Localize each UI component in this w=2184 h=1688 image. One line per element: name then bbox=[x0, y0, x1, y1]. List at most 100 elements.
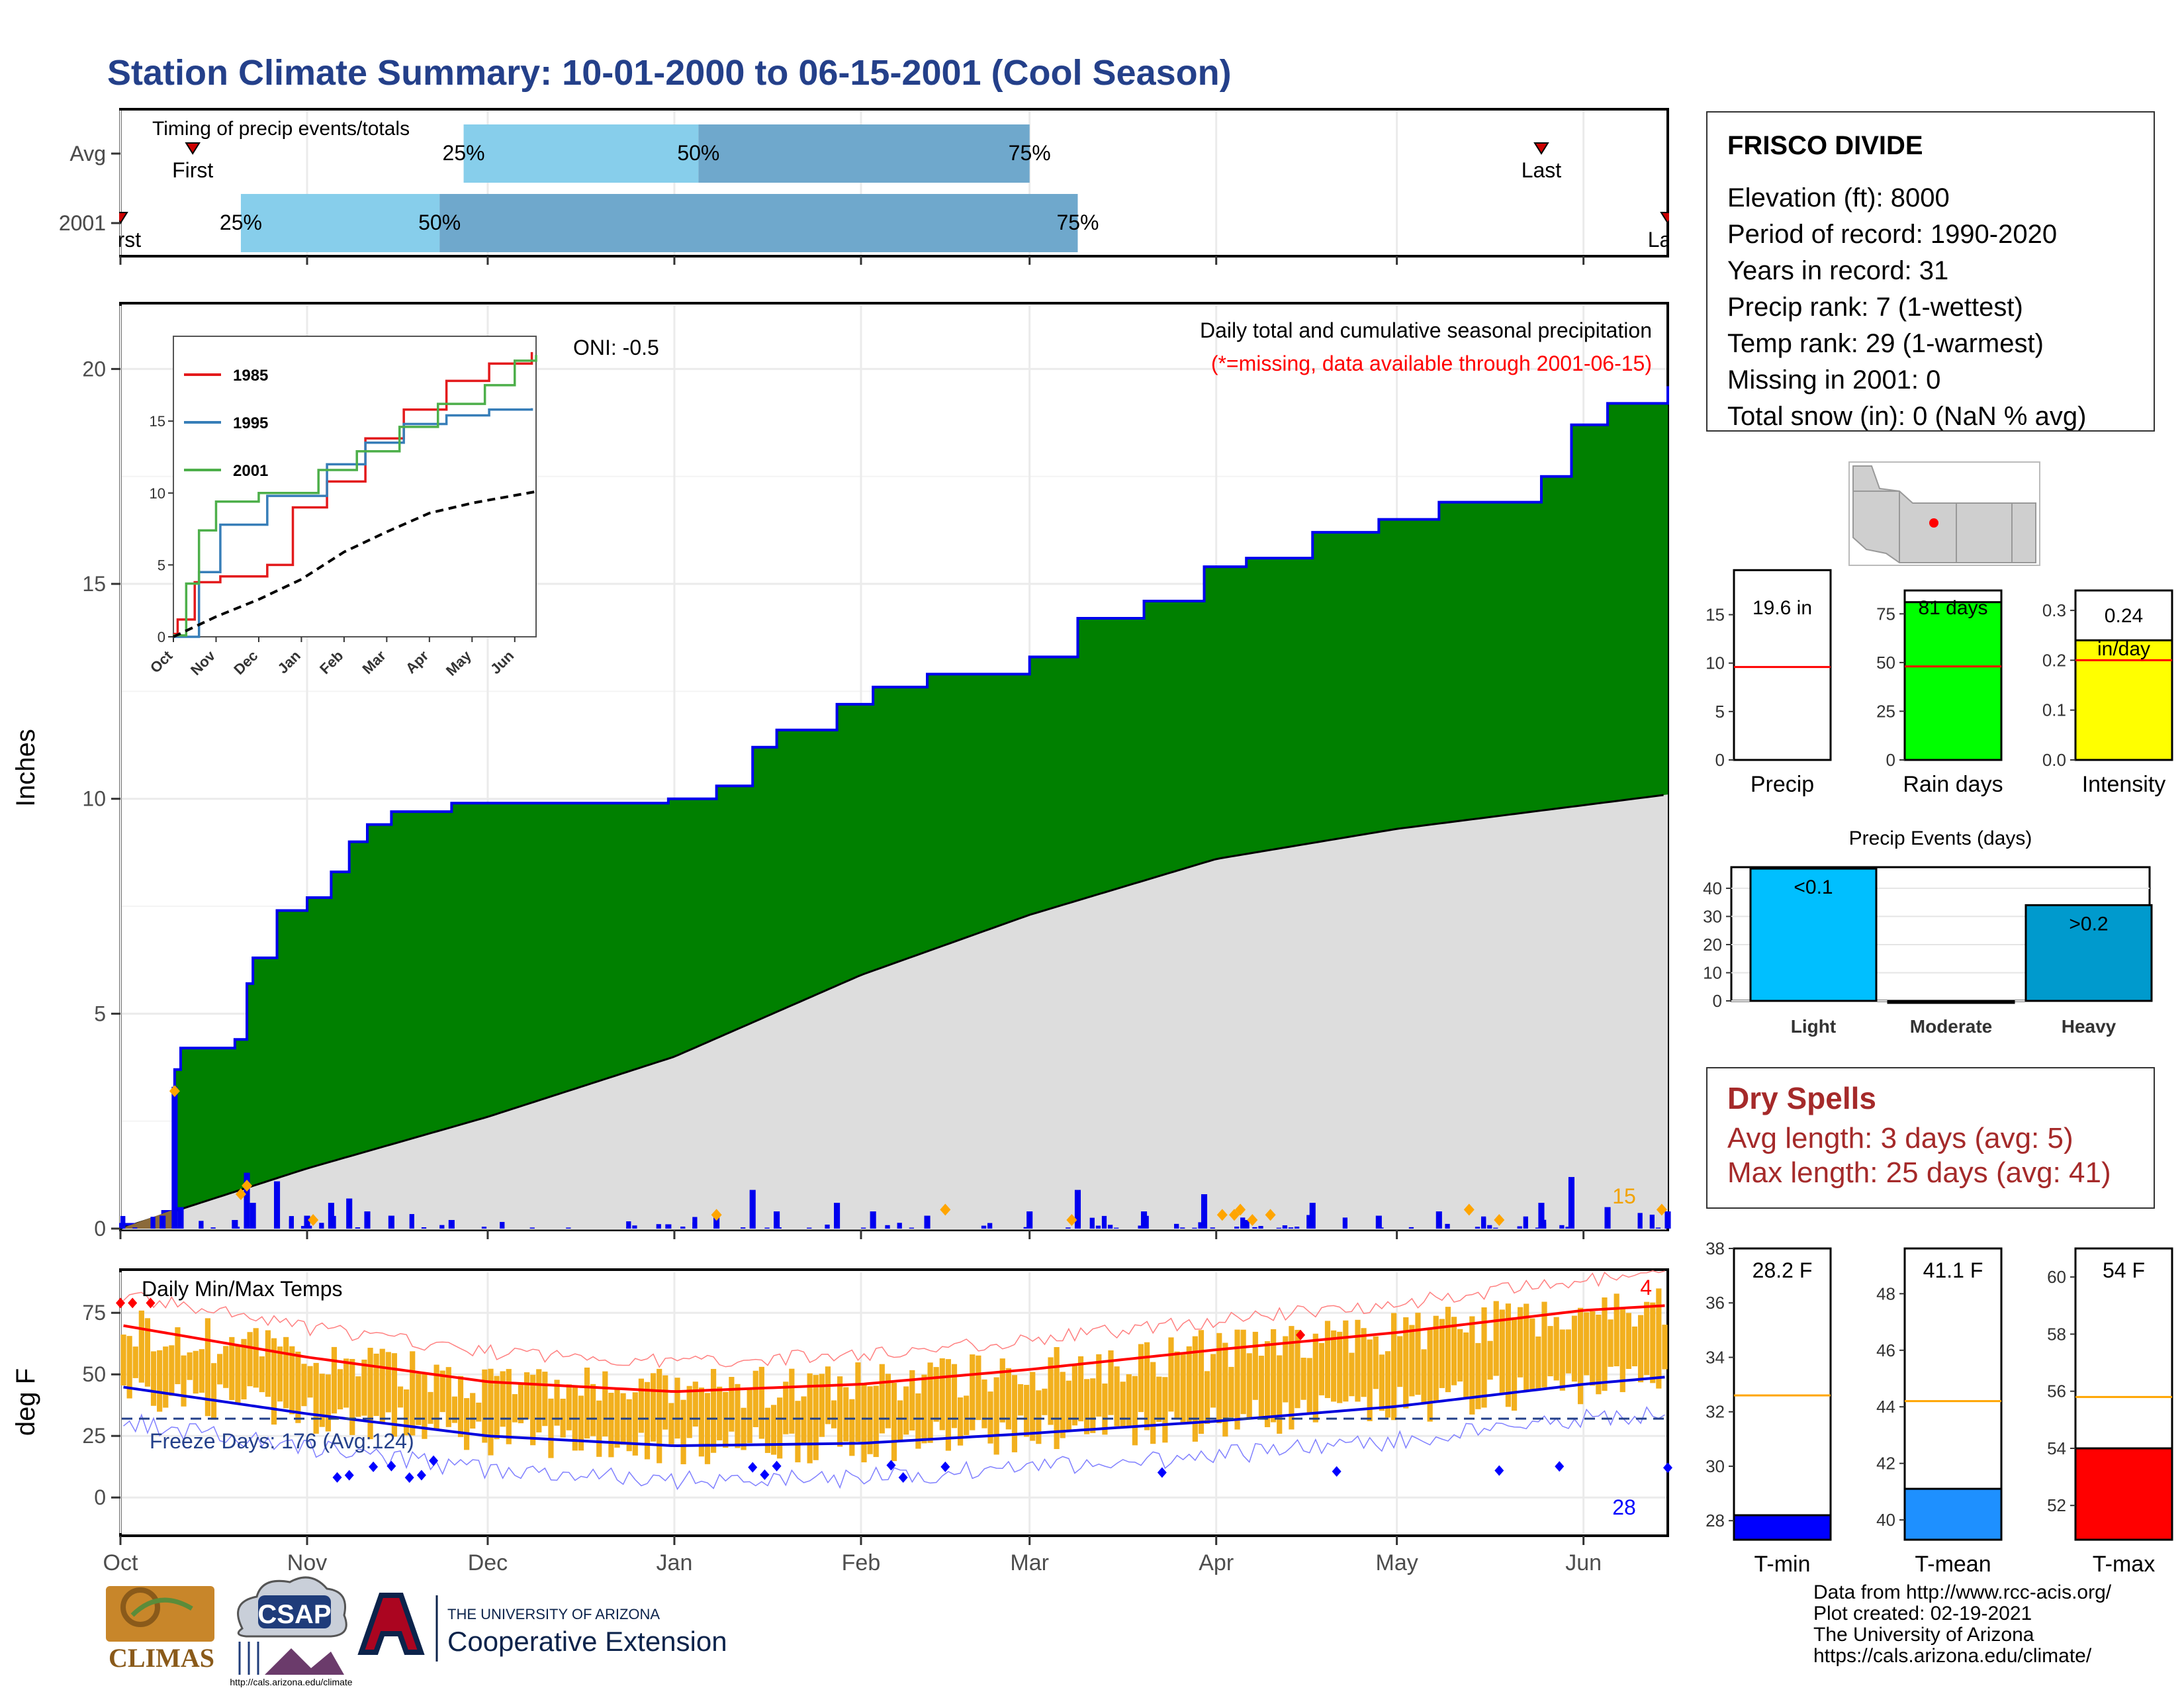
daily-temp-bar bbox=[457, 1376, 464, 1437]
daily-temp-bar bbox=[1518, 1307, 1524, 1378]
summary-value-label: 19.6 in bbox=[1752, 597, 1812, 619]
missing-day-marker bbox=[1265, 1209, 1276, 1221]
summary-y-tick-label: 0 bbox=[1715, 750, 1725, 770]
daily-precip-bar bbox=[1294, 1227, 1300, 1229]
daily-temp-bar bbox=[1162, 1377, 1168, 1443]
daily-temp-bar bbox=[1150, 1362, 1156, 1444]
daily-temp-bar bbox=[1300, 1358, 1306, 1400]
daily-temp-bar bbox=[1331, 1330, 1337, 1402]
station-snow: Total snow (in): 0 (NaN % avg) bbox=[1727, 402, 2087, 431]
daily-temp-bar bbox=[295, 1351, 301, 1423]
temp-summary-category-label: T-max bbox=[2093, 1552, 2155, 1577]
summary-y-tick-label: 25 bbox=[1876, 701, 1895, 721]
daily-temp-bar bbox=[1258, 1356, 1265, 1418]
events-y-tick-label: 10 bbox=[1703, 962, 1722, 982]
month-x-tick-label: Apr bbox=[1199, 1550, 1234, 1575]
cumulative-precip-line bbox=[119, 386, 1669, 1229]
daily-temp-bar bbox=[379, 1348, 385, 1423]
daily-temp-bar bbox=[777, 1397, 783, 1459]
daily-temp-bar bbox=[819, 1374, 825, 1437]
avg-max-temp-line bbox=[123, 1304, 1665, 1393]
daily-temp-bar bbox=[1559, 1329, 1565, 1391]
daily-temp-bar bbox=[909, 1370, 915, 1430]
daily-temp-bar bbox=[1042, 1388, 1048, 1415]
temp-y-tick-label: 75 bbox=[82, 1301, 106, 1325]
record-low-marker bbox=[1332, 1466, 1342, 1477]
daily-precip-bar bbox=[1342, 1217, 1348, 1229]
daily-temp-bar bbox=[1385, 1351, 1391, 1418]
inset-legend-label: 1985 bbox=[233, 367, 268, 385]
daily-temp-bar bbox=[1168, 1337, 1174, 1412]
daily-temp-bar bbox=[1216, 1333, 1222, 1423]
daily-temp-bar bbox=[1505, 1303, 1512, 1407]
daily-temp-bar bbox=[451, 1396, 457, 1423]
record-low-marker bbox=[344, 1470, 354, 1481]
daily-precip-bar bbox=[421, 1227, 427, 1229]
daily-temp-bar bbox=[867, 1386, 873, 1454]
temp-summary-box bbox=[1733, 1247, 1832, 1541]
daily-precip-bar bbox=[924, 1215, 931, 1229]
record-low-marker bbox=[404, 1472, 414, 1483]
daily-temp-bar bbox=[1619, 1308, 1625, 1393]
daily-temp-bar bbox=[433, 1364, 439, 1430]
precip-y-tick-label: 10 bbox=[82, 787, 106, 811]
daily-temp-bar bbox=[644, 1382, 651, 1460]
daily-temp-bar bbox=[692, 1382, 698, 1427]
daily-precip-bar bbox=[1664, 1211, 1671, 1229]
daily-precip-bar bbox=[1408, 1227, 1414, 1229]
daily-temp-bar bbox=[897, 1400, 903, 1440]
daily-temp-bar bbox=[1295, 1329, 1300, 1409]
daily-temp-bar bbox=[476, 1402, 482, 1422]
daily-temp-bar bbox=[283, 1336, 289, 1409]
daily-temp-bar bbox=[1499, 1309, 1505, 1393]
first-label: First bbox=[172, 158, 213, 182]
oni-label: ONI: -0.5 bbox=[573, 336, 659, 359]
temp-summary-y-tick-label: 56 bbox=[2047, 1382, 2066, 1401]
daily-precip-bar bbox=[1180, 1227, 1185, 1229]
timing-pct-label: 75% bbox=[1009, 141, 1051, 165]
precip-subtitle: Daily total and cumulative seasonal prec… bbox=[1200, 318, 1652, 342]
daily-temp-bar bbox=[710, 1369, 717, 1453]
record-high-marker bbox=[146, 1297, 156, 1309]
daily-temp-bar bbox=[1415, 1313, 1421, 1395]
summary-y-tick-label: 75 bbox=[1876, 604, 1895, 624]
daily-precip-bar bbox=[626, 1221, 631, 1229]
daily-temp-bar bbox=[999, 1358, 1005, 1423]
daily-precip-bar bbox=[632, 1225, 637, 1229]
footer-line: https://cals.arizona.edu/climate/ bbox=[1813, 1645, 2092, 1667]
daily-precip-bar bbox=[355, 1227, 361, 1229]
timing-pct-label: 25% bbox=[220, 211, 262, 234]
temp-summary-y-tick-label: 42 bbox=[1876, 1454, 1895, 1474]
daily-precip-bar bbox=[177, 1207, 184, 1229]
climas-logo-text: CLIMAS bbox=[109, 1643, 214, 1673]
daily-temp-bar bbox=[385, 1352, 391, 1413]
daily-temp-bar bbox=[548, 1398, 554, 1458]
daily-temp-bar bbox=[915, 1393, 921, 1449]
daily-temp-bar bbox=[747, 1388, 752, 1443]
daily-temp-bar bbox=[1469, 1316, 1475, 1415]
daily-temp-bar bbox=[752, 1370, 758, 1427]
daily-precip-bar bbox=[409, 1214, 414, 1229]
daily-temp-bar bbox=[1283, 1336, 1289, 1403]
record-low-marker bbox=[429, 1455, 439, 1466]
daily-precip-bar bbox=[1475, 1227, 1480, 1229]
daily-temp-bar bbox=[163, 1346, 169, 1408]
daily-precip-bar bbox=[1234, 1226, 1240, 1229]
inset-frame bbox=[173, 336, 537, 637]
temp-summary-y-tick-label: 40 bbox=[1876, 1510, 1895, 1530]
daily-precip-bar bbox=[232, 1220, 238, 1229]
daily-temp-bar bbox=[590, 1383, 596, 1436]
daily-temp-bar bbox=[554, 1380, 560, 1426]
daily-temp-bar bbox=[770, 1405, 777, 1455]
precip-y-tick-label: 20 bbox=[82, 357, 106, 381]
inset-series-2001 bbox=[173, 355, 537, 637]
daily-precip-bar bbox=[1435, 1211, 1442, 1229]
month-x-tick-label: Nov bbox=[287, 1550, 327, 1575]
daily-precip-bar bbox=[566, 1227, 571, 1229]
daily-precip-bar bbox=[1379, 1227, 1384, 1229]
daily-precip-bar bbox=[1074, 1190, 1081, 1229]
month-x-tick-label: Dec bbox=[468, 1550, 508, 1575]
daily-temp-bar bbox=[307, 1366, 313, 1398]
daily-temp-bar bbox=[1397, 1336, 1403, 1387]
daily-precip-bar bbox=[626, 1227, 631, 1229]
